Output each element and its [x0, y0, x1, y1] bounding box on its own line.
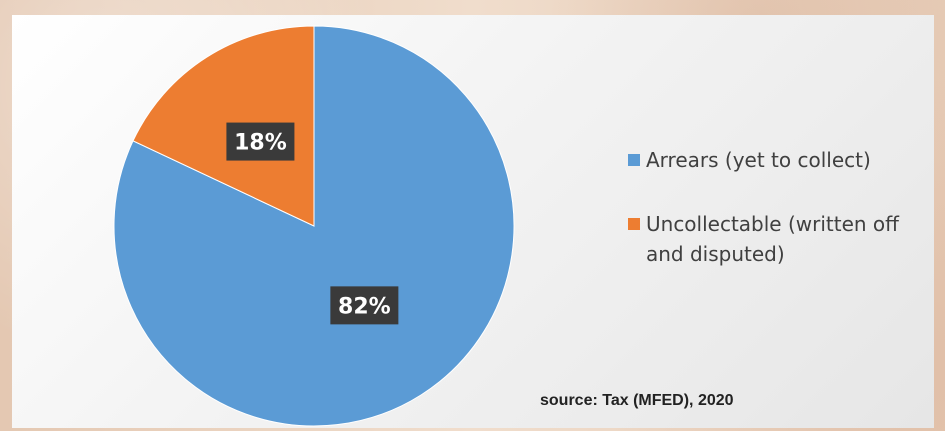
data-label-arrears: 82% — [330, 286, 399, 325]
data-label-uncollectable: 18% — [226, 122, 295, 161]
legend-swatch-uncollectable — [628, 218, 640, 230]
pie-data-labels: 82% 18% — [226, 122, 399, 325]
data-label-box — [330, 286, 399, 325]
legend-label-arrears: Arrears (yet to collect) — [646, 148, 871, 172]
data-label-text: 82% — [338, 294, 391, 319]
pie-slices — [113, 25, 515, 427]
legend-item-uncollectable: Uncollectable (written off and disputed) — [628, 209, 928, 269]
legend: Arrears (yet to collect) Uncollectable (… — [628, 145, 928, 303]
pie-slice-uncollectable — [132, 25, 315, 227]
legend-swatch-arrears — [628, 154, 640, 166]
data-label-box — [226, 122, 295, 161]
legend-item-arrears: Arrears (yet to collect) — [628, 145, 928, 175]
source-annotation: source: Tax (MFED), 2020 — [540, 392, 734, 409]
data-label-text: 18% — [234, 131, 287, 156]
legend-label-uncollectable: Uncollectable (written off and disputed) — [646, 212, 899, 266]
